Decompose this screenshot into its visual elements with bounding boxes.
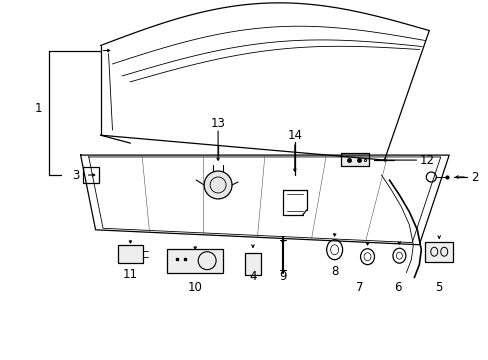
FancyBboxPatch shape — [244, 253, 261, 275]
Text: 1: 1 — [35, 102, 42, 115]
Text: 12: 12 — [419, 154, 434, 167]
FancyBboxPatch shape — [167, 249, 223, 273]
FancyBboxPatch shape — [340, 153, 368, 166]
Text: 13: 13 — [210, 117, 225, 130]
Text: 11: 11 — [122, 268, 138, 281]
Text: 6: 6 — [393, 281, 400, 294]
Text: 2: 2 — [470, 171, 478, 184]
Text: 14: 14 — [287, 129, 302, 142]
Text: 9: 9 — [279, 270, 286, 283]
FancyBboxPatch shape — [118, 245, 143, 263]
Text: 10: 10 — [187, 281, 202, 294]
Text: 3: 3 — [72, 168, 79, 181]
Text: 4: 4 — [249, 270, 256, 283]
Text: 7: 7 — [355, 281, 363, 294]
FancyBboxPatch shape — [425, 242, 452, 262]
Circle shape — [203, 171, 232, 199]
Text: 5: 5 — [435, 281, 442, 294]
Text: 8: 8 — [330, 265, 338, 278]
